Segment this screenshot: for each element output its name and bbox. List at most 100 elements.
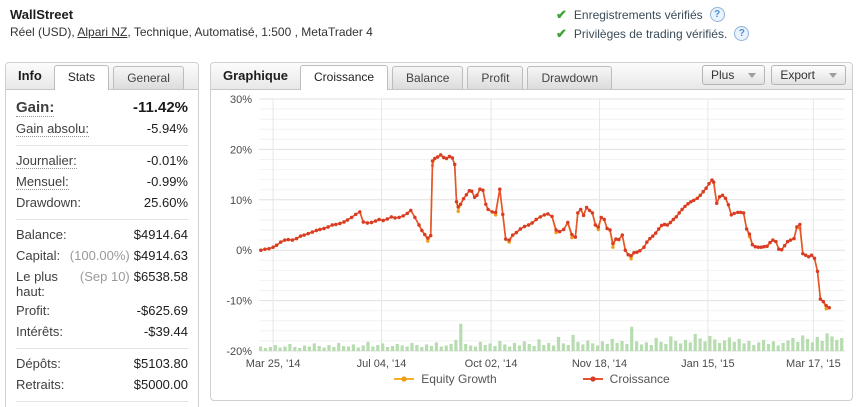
stat-label: Balance:: [16, 227, 67, 242]
x-axis-tick-label: Mar 25, '14: [246, 358, 301, 370]
stat-value-main: -11.42%: [132, 99, 188, 116]
stat-value-prefix: (100.00%): [69, 248, 130, 263]
x-axis-tick-label: Jan 15, '15: [681, 358, 734, 370]
stat-label: Retraits:: [16, 377, 65, 392]
stats-divider: [16, 219, 188, 220]
stat-row: Dépôts: $5103.80: [16, 354, 188, 375]
stat-row: Mensuel: -0.99%: [16, 172, 188, 193]
info-panel: Info Stats General Gain: -11.42% Gain absol…: [5, 62, 199, 407]
stat-row: Journalier: -0.01%: [16, 151, 188, 172]
stat-value: $5000.00: [134, 377, 188, 392]
stat-value-main: $4914.64: [133, 227, 188, 242]
stat-label: Le plus haut:: [16, 269, 58, 299]
legend-marker-icon: [394, 376, 415, 382]
stat-value: -0.01%: [147, 153, 188, 168]
y-axis-tick-label: 10%: [230, 195, 252, 207]
chart-tabstrip: Graphique Croissance Balance Profit Drawdow…: [211, 63, 852, 90]
gridlines: [259, 98, 845, 352]
more-dropdown-label: Plus: [710, 68, 735, 82]
stat-label: Intérêts:: [16, 324, 63, 339]
tab-general[interactable]: General: [113, 66, 184, 89]
export-dropdown-label: Export: [780, 68, 815, 82]
stat-value-main: $6538.58: [133, 269, 188, 284]
y-axis-tick-label: 0%: [236, 245, 252, 257]
stat-row: Le plus haut: (Sep 10) $6538.58: [16, 267, 188, 301]
stat-value-main: -5.94%: [146, 121, 188, 136]
tab-profit[interactable]: Profit: [467, 66, 524, 89]
more-dropdown-button[interactable]: Plus: [701, 65, 766, 85]
stat-value-main: -$625.69: [136, 303, 188, 318]
stat-value-main: 25.60%: [143, 195, 188, 210]
legend-label: Equity Growth: [421, 372, 497, 386]
x-axis-tick-label: Nov 18, '14: [572, 358, 627, 370]
chevron-down-icon: [748, 72, 757, 78]
tab-balance[interactable]: Balance: [392, 66, 464, 89]
tab-drawdown[interactable]: Drawdown: [527, 66, 613, 89]
info-panel-title: Info: [18, 68, 42, 83]
legend-item-croissance[interactable]: Croissance: [582, 372, 670, 386]
legend-label: Croissance: [609, 372, 670, 386]
stats-divider: [16, 145, 188, 146]
stat-value-main: -0.99%: [146, 174, 188, 189]
chart-toolbar: Plus Export: [701, 65, 846, 85]
stat-value-main: $5000.00: [133, 377, 188, 392]
stat-row: Gain: -11.42%: [16, 97, 188, 119]
stats-divider: [16, 348, 188, 349]
legend-marker-icon: [582, 376, 603, 382]
account-title: WallStreet: [10, 7, 74, 22]
stat-label: Capital:: [16, 248, 61, 263]
top-header: WallStreet Réel (USD), Alpari NZ, Techni…: [0, 0, 857, 58]
account-subtitle-post: , Technique, Automatisé, 1:500 , MetaTra…: [127, 25, 373, 39]
check-icon: ✔: [556, 6, 567, 22]
equity-growth-line: [259, 153, 831, 311]
stat-value-main: -$39.44: [143, 324, 188, 339]
stat-label: Gain:: [16, 99, 55, 117]
stat-value-main: $4914.63: [133, 248, 188, 263]
account-subtitle: Réel (USD), Alpari NZ, Technique, Automa…: [10, 25, 373, 39]
tab-croissance[interactable]: Croissance: [300, 65, 389, 90]
info-tabs: Stats General: [53, 65, 188, 90]
verified-row: ✔ Privilèges de trading vérifiés.?: [556, 24, 750, 43]
stat-label: Drawdown:: [16, 195, 82, 210]
stats-list: Gain: -11.42% Gain absolu: -5.94% Journalier…: [6, 90, 198, 407]
verified-label: Enregistrements vérifiés: [573, 7, 703, 22]
export-dropdown-button[interactable]: Export: [771, 65, 846, 85]
stats-divider: [16, 401, 188, 402]
volume-bars: [259, 323, 844, 351]
chart-legend: Equity Growth Croissance: [211, 372, 852, 386]
chevron-down-icon: [829, 72, 837, 78]
stat-label: Mensuel:: [16, 174, 69, 190]
stat-value: -0.99%: [147, 174, 188, 189]
tab-stats[interactable]: Stats: [53, 65, 110, 90]
y-axis-tick-label: -10%: [226, 296, 252, 308]
question-circle-icon[interactable]: ?: [734, 26, 750, 41]
chart-tabs: Croissance Balance Profit Drawdown: [300, 65, 616, 90]
stat-value-main: -0.01%: [146, 153, 188, 168]
x-axis-tick-label: Jul 04, '14: [357, 358, 407, 370]
question-circle-icon[interactable]: ?: [709, 7, 725, 22]
x-axis-tick-label: Mar 17, '15: [786, 358, 841, 370]
stat-value: -5.94%: [147, 121, 188, 136]
chart-panel: Graphique Croissance Balance Profit Drawdow…: [210, 62, 853, 401]
stat-label: Profit:: [16, 303, 50, 318]
broker-link[interactable]: Alpari NZ: [77, 25, 128, 39]
account-subtitle-pre: Réel (USD),: [10, 25, 78, 39]
y-axis-tick-label: 20%: [230, 144, 252, 156]
info-tabstrip: Info Stats General: [6, 63, 198, 90]
chart-panel-title: Graphique: [223, 68, 289, 83]
stat-label: Gain absolu:: [16, 121, 89, 137]
stat-row: Capital: (100.00%) $4914.63: [16, 246, 188, 267]
stat-row: Drawdown: 25.60%: [16, 193, 188, 214]
stat-row: Profit: -$625.69: [16, 301, 188, 322]
croissance-line: [259, 153, 831, 310]
stat-value: $5103.80: [134, 356, 188, 371]
stat-label: Dépôts:: [16, 356, 61, 371]
stat-value: (Sep 10) $6538.58: [80, 269, 188, 284]
stat-label: Journalier:: [16, 153, 77, 169]
stat-value: 25.60%: [144, 195, 188, 210]
legend-item-equity-growth[interactable]: Equity Growth: [393, 372, 497, 386]
stat-value-prefix: (Sep 10): [79, 269, 130, 284]
verification-badges: ✔ Enregistrements vérifiés? ✔ Privilèges de…: [556, 5, 750, 43]
stat-value: -$39.44: [144, 324, 188, 339]
stat-row: Balance: $4914.64: [16, 225, 188, 246]
